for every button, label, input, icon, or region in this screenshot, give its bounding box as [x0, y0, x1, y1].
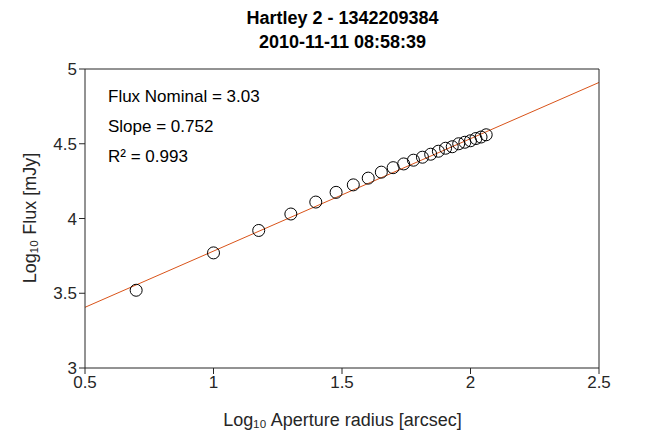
html-text:Log₁₀ Aperture radius [arcsec]: Log₁₀ Aperture radius [arcsec] — [223, 410, 462, 430]
html-text:R² = 0.993: R² = 0.993 — [108, 147, 188, 166]
svg-text:2.5: 2.5 — [587, 373, 611, 392]
html-text:Hartley 2 - 1342209384: Hartley 2 - 1342209384 — [246, 8, 439, 28]
svg-text:1.5: 1.5 — [330, 373, 354, 392]
svg-text:1: 1 — [209, 373, 218, 392]
html-text:Flux Nominal = 3.03: Flux Nominal = 3.03 — [108, 87, 260, 106]
svg-text:4.5: 4.5 — [53, 135, 77, 154]
svg-text:5: 5 — [68, 60, 77, 79]
svg-text:3: 3 — [68, 359, 77, 378]
html-text:2010-11-11 08:58:39: 2010-11-11 08:58:39 — [258, 32, 427, 52]
html-text:Slope = 0.752: Slope = 0.752 — [108, 117, 214, 136]
svg-text:2: 2 — [466, 373, 475, 392]
svg-text:3.5: 3.5 — [53, 284, 77, 303]
svg-text:4: 4 — [68, 210, 77, 229]
svg-text:0.5: 0.5 — [73, 373, 97, 393]
html-text:Log₁₀ Flux [mJy]: Log₁₀ Flux [mJy] — [20, 152, 40, 284]
